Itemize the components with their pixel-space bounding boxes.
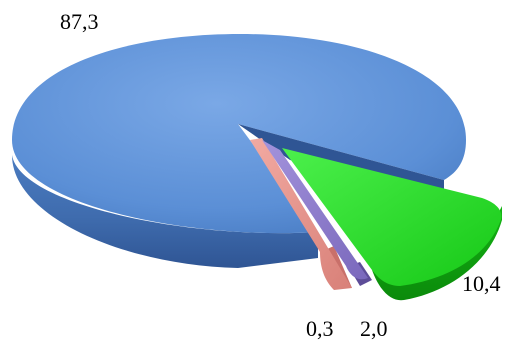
- pie-slice-10-4-top: [282, 148, 502, 286]
- pie-slice-87-3-top: [12, 34, 466, 234]
- data-label-10-4: 10,4: [462, 271, 501, 296]
- data-label-2-0: 2,0: [360, 316, 388, 341]
- pie-slice-2-0: [262, 140, 372, 286]
- pie-slice-0-3: [250, 138, 352, 290]
- pie-slice-10-4: [282, 148, 502, 301]
- pie-slice-87-3-side: [12, 155, 318, 268]
- data-label-87-3: 87,3: [60, 9, 99, 34]
- pie-slice-0-3-top: [250, 138, 352, 290]
- pie-slice-2-0-top: [262, 140, 368, 280]
- data-label-0-3: 0,3: [306, 316, 334, 341]
